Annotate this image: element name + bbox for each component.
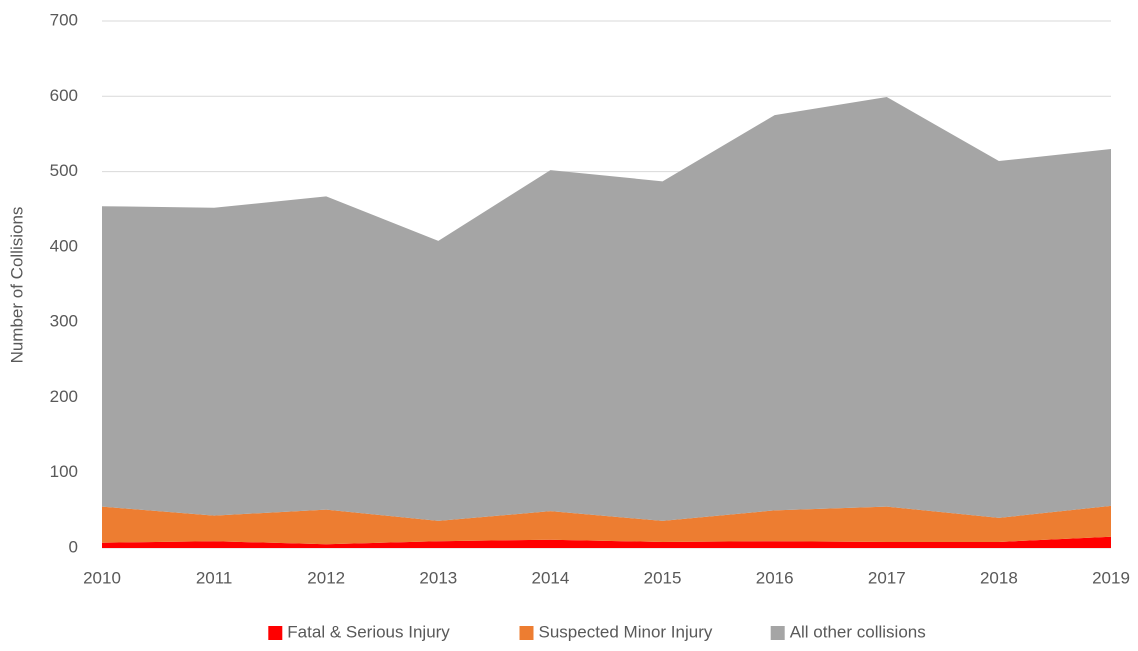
area xyxy=(102,97,1111,521)
x-tick-label: 2015 xyxy=(644,568,682,587)
x-tick-label: 2013 xyxy=(419,568,457,587)
legend-swatch xyxy=(770,626,785,640)
y-tick-label: 100 xyxy=(50,462,78,481)
x-tick-label: 2019 xyxy=(1092,568,1130,587)
x-tick-label: 2014 xyxy=(532,568,570,587)
legend-label: Fatal & Serious Injury xyxy=(287,622,450,641)
legend-label: All other collisions xyxy=(790,622,926,641)
area xyxy=(102,505,1111,545)
x-tick-label: 2018 xyxy=(980,568,1018,587)
y-axis-label: Number of Collisions xyxy=(7,207,26,364)
y-tick-label: 400 xyxy=(50,236,78,255)
y-tick-label: 300 xyxy=(50,312,78,331)
y-tick-label: 700 xyxy=(50,10,78,29)
x-tick-label: 2011 xyxy=(196,568,233,587)
x-tick-label: 2010 xyxy=(83,568,121,587)
legend-swatch xyxy=(268,626,283,640)
legend-label: Suspected Minor Injury xyxy=(539,622,713,641)
x-tick-label: 2016 xyxy=(756,568,794,587)
y-tick-label: 200 xyxy=(50,387,78,406)
x-tick-label: 2012 xyxy=(307,568,345,587)
legend-swatch xyxy=(519,626,534,640)
x-tick-label: 2017 xyxy=(868,568,906,587)
y-tick-label: 600 xyxy=(50,86,78,105)
y-tick-label: 500 xyxy=(50,161,78,180)
y-tick-label: 0 xyxy=(69,537,78,556)
area xyxy=(102,536,1111,548)
